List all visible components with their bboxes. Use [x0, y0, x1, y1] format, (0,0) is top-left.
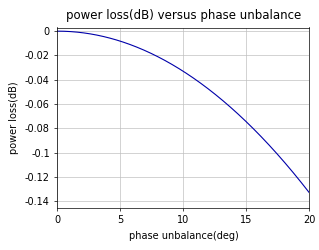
Y-axis label: power loss(dB): power loss(dB) — [9, 81, 19, 154]
Title: power loss(dB) versus phase unbalance: power loss(dB) versus phase unbalance — [66, 9, 301, 22]
X-axis label: phase unbalance(deg): phase unbalance(deg) — [129, 231, 238, 241]
